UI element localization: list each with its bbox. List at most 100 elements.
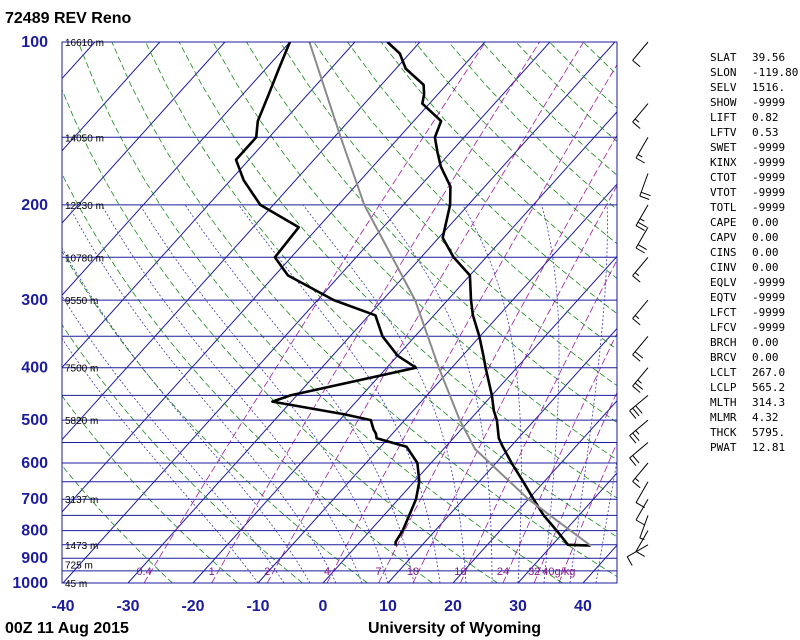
index-key: CAPE [710,216,737,229]
isotherm-line [62,42,291,296]
index-value: 0.00 [752,261,779,274]
index-row: LIFT 0.82 [710,110,800,125]
temperature-tick-label: 0 [319,598,328,615]
index-value: -9999 [752,306,786,319]
index-row: SELV 1516. [710,80,800,95]
isotherm-line [322,255,617,583]
index-row: THCK 5795. [710,425,800,440]
index-row: SLAT 39.56 [710,50,800,65]
pressure-tick-label: 800 [21,523,48,540]
wind-barb [635,227,649,254]
index-key: MLMR [710,411,737,424]
isotherm-line [62,42,421,441]
index-row: KINX -9999 [710,155,800,170]
index-value: 0.82 [752,111,779,124]
wind-barb [639,515,649,541]
pressure-tick-label: 1000 [12,575,48,592]
wind-barb [626,544,649,566]
mixing-ratio-line [211,42,540,583]
parcel-profile [308,42,592,547]
sounding-curves [234,42,592,547]
index-key: SLON [710,66,737,79]
wind-barb [632,335,649,362]
pressure-tick-label: 600 [21,455,48,472]
index-row: MLMR 4.32 [710,410,800,425]
index-key: CAPV [710,231,737,244]
index-value: 0.00 [752,216,779,229]
index-key: TOTL [710,201,737,214]
index-value: 1516. [752,81,786,94]
pressure-tick-label: 500 [21,412,48,429]
index-key: THCK [710,426,737,439]
index-row: CINS 0.00 [710,245,800,260]
temperature-axis: -40 -30 -20 -10 0 10 20 30 40 [51,598,592,615]
mixing-ratio-labels: 0.4 1 2 4 7 10 16 24 32 40g/kg [136,566,575,578]
height-label: 725 m [65,561,93,572]
index-key: BRCV [710,351,737,364]
temperature-tick-label: 40 [574,598,592,615]
index-row: CAPV 0.00 [710,230,800,245]
index-key: LIFT [710,111,737,124]
height-label: 5820 m [65,416,98,427]
wind-barb [639,173,651,200]
wind-barb [632,299,649,326]
index-value: -9999 [752,171,786,184]
index-row: MLTH 314.3 [710,395,800,410]
index-row: LCLP 565.2 [710,380,800,395]
date-label: 00Z 11 Aug 2015 [5,620,129,637]
pressure-axis: 100 200 300 400 500 600 700 800 900 1000 [12,34,48,592]
index-value: 565.2 [752,381,786,394]
mixing-ratio-label: 0.4 [136,566,151,578]
mixing-ratio-label: 16 [454,566,466,578]
isotherm-line [62,42,161,152]
temperature-tick-label: 10 [379,598,397,615]
index-key: LCLT [710,366,737,379]
isotherm-line [62,42,356,369]
index-row: PWAT 12.81 [710,440,800,455]
index-value: -9999 [752,276,786,289]
index-value: 0.00 [752,231,779,244]
index-row: CTOT -9999 [710,170,800,185]
index-key: LFTV [710,126,737,139]
height-label: 7500 m [65,364,98,375]
isotherm-line [517,472,617,583]
pressure-tick-label: 100 [21,34,48,51]
wind-barb [632,462,649,489]
index-row: LFTV 0.53 [710,125,800,140]
grid-lines [62,42,617,583]
source-label: University of Wyoming [368,620,541,637]
wind-barb [635,204,649,232]
dewpoint-profile [234,42,421,546]
wind-barb [635,481,649,509]
index-row: LFCT -9999 [710,305,800,320]
mixing-ratio-label: 7 [376,566,382,578]
wind-barb [632,41,649,68]
stability-indices: SLAT 39.56 SLON -119.80 SELV 1516. SHOW -9999 LI… [710,50,800,455]
mixing-ratio-label: 1 [209,566,215,578]
wind-barb [629,442,649,466]
moist-adiabat [238,204,441,583]
index-value: 267.0 [752,366,786,379]
temperature-tick-label: -10 [246,598,269,615]
moist-adiabat [184,204,415,583]
height-label: 12230 m [65,201,104,212]
moist-adiabat [101,204,363,583]
index-value: 39.56 [752,51,786,64]
mixing-ratio-line [412,184,617,583]
index-row: LCLT 267.0 [710,365,800,380]
index-row: CAPE 0.00 [710,215,800,230]
wind-barb [635,530,649,557]
pressure-tick-label: 200 [21,197,48,214]
height-labels: 16610 m 14050 m 12230 m 10780 m 9550 m 7500 m… [65,38,104,590]
height-label: 9550 m [65,296,98,307]
index-key: CTOT [710,171,737,184]
temperature-tick-label: 20 [444,598,462,615]
index-value: 0.53 [752,126,779,139]
index-key: KINX [710,156,737,169]
mixing-ratio-line [143,42,486,583]
index-value: -9999 [752,141,786,154]
height-label: 10780 m [65,253,104,264]
index-key: EQLV [710,276,737,289]
temperature-profile [386,42,591,547]
